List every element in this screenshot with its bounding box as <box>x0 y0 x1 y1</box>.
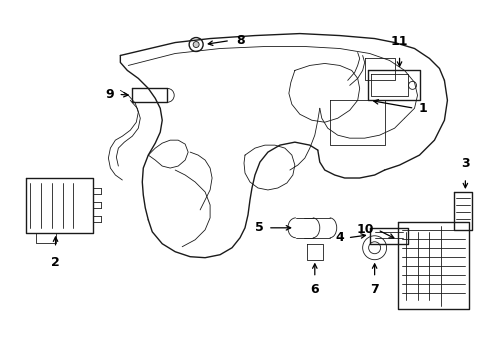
Text: 10: 10 <box>355 223 373 236</box>
Text: 9: 9 <box>105 88 114 101</box>
Text: 4: 4 <box>334 231 343 244</box>
Text: 8: 8 <box>236 34 244 47</box>
Text: 6: 6 <box>310 283 319 296</box>
Text: 2: 2 <box>51 256 60 269</box>
Text: 5: 5 <box>255 221 264 234</box>
Text: 11: 11 <box>390 35 407 48</box>
Text: 3: 3 <box>460 157 468 170</box>
Text: 7: 7 <box>369 283 378 296</box>
Circle shape <box>193 41 199 48</box>
Text: 1: 1 <box>418 102 427 115</box>
